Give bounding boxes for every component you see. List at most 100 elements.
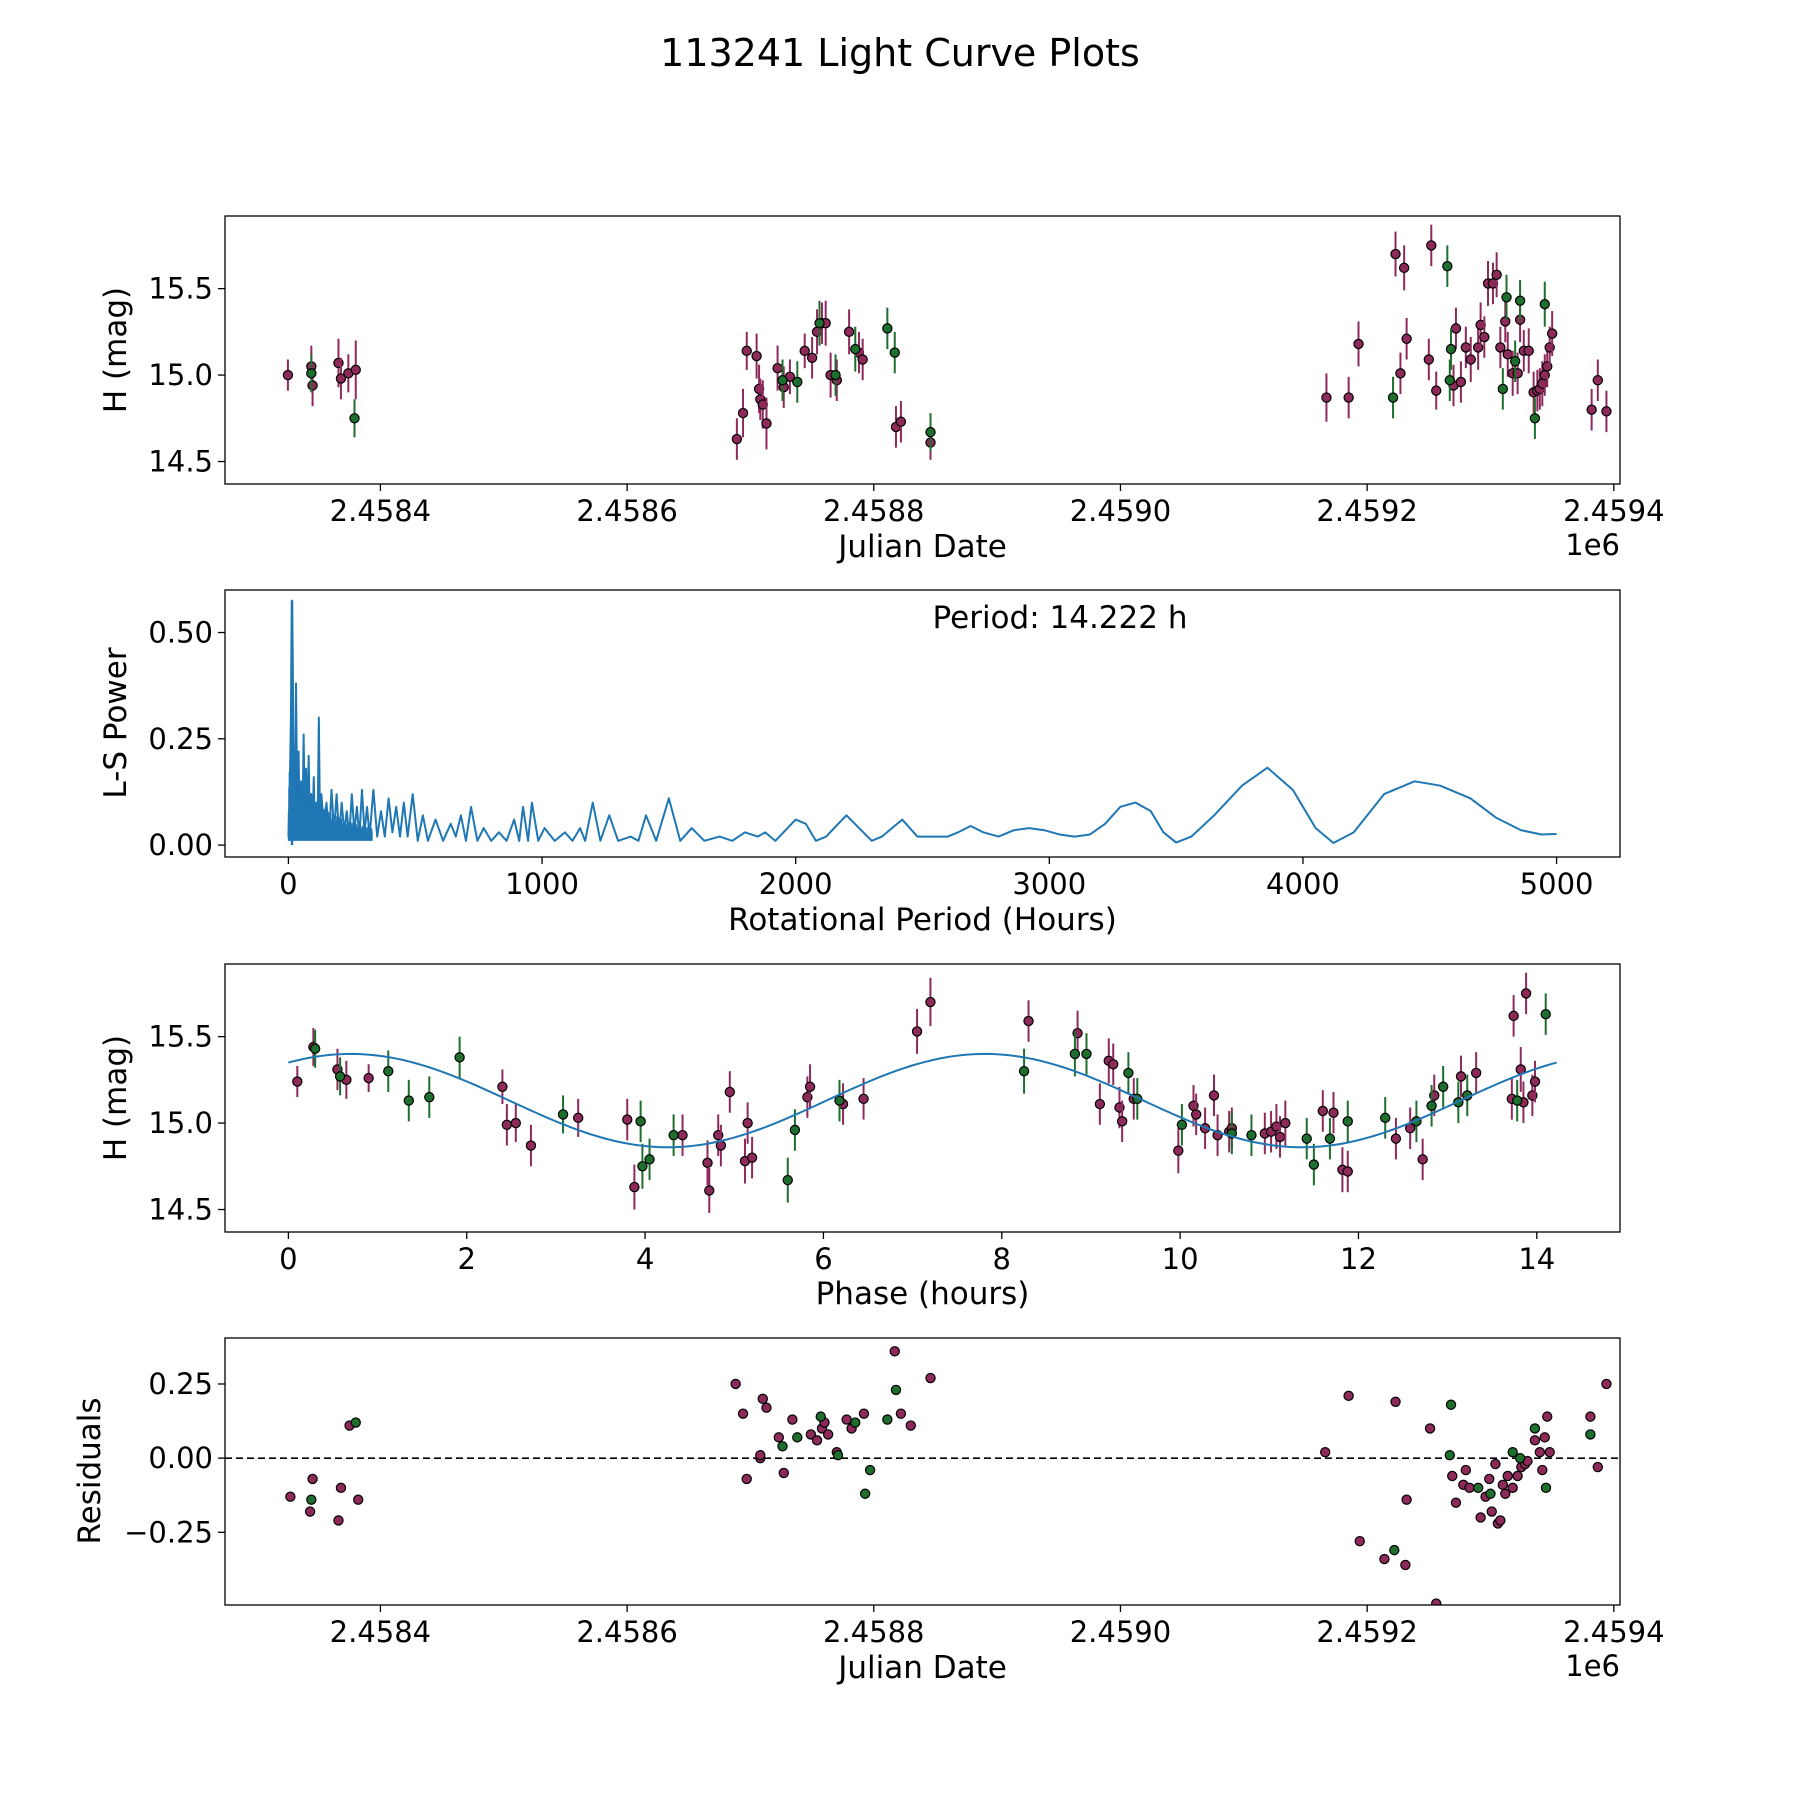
- periodogram-panel: 0 1000 2000 3000 4000 5000 0.00 0.25 0.50 Period…: [98, 589, 1621, 938]
- data-point: [677, 1129, 688, 1141]
- data-point: [334, 1071, 346, 1082]
- data-point: [1529, 1076, 1541, 1087]
- data-point: [804, 1081, 816, 1092]
- data-point: [510, 1117, 521, 1129]
- residuals-y-label: Residuals: [72, 1397, 108, 1544]
- data-point: [1497, 1479, 1509, 1491]
- data-point: [304, 1506, 316, 1517]
- data-point: [1497, 383, 1509, 395]
- data-point: [1495, 1515, 1506, 1526]
- data-point: [1424, 1423, 1436, 1434]
- periodogram-line: [287, 599, 1557, 844]
- data-point: [1540, 1008, 1551, 1020]
- data-point: [1442, 260, 1453, 272]
- data-point: [1324, 1133, 1336, 1144]
- data-point: [742, 1117, 753, 1129]
- data-point: [782, 1174, 793, 1186]
- data-point: [622, 1114, 633, 1125]
- data-point: [761, 418, 772, 429]
- figure-title: 113241 Light Curve Plots: [660, 31, 1140, 75]
- data-point: [737, 1408, 749, 1419]
- x-tick-label: 2.4584: [330, 1615, 431, 1649]
- data-point: [1507, 1447, 1518, 1458]
- data-point: [911, 1026, 923, 1037]
- data-point: [1426, 1100, 1437, 1111]
- data-point: [1401, 333, 1412, 344]
- data-point: [1317, 1105, 1328, 1117]
- data-point: [629, 1181, 640, 1193]
- data-point: [1500, 1488, 1511, 1499]
- lightcurve-x-label: Julian Date: [836, 529, 1007, 565]
- data-point: [1529, 413, 1541, 424]
- data-point: [905, 1420, 916, 1431]
- data-point: [1018, 1065, 1030, 1077]
- data-point: [850, 1417, 861, 1428]
- x-tick-label: 2.4594: [1563, 494, 1664, 528]
- data-point: [1546, 328, 1558, 339]
- phased-ticks: 0 2 4 6 8 10 12 14 14.5 15.0 15.5: [148, 1020, 1555, 1276]
- data-point: [1445, 343, 1457, 355]
- data-point: [1601, 1378, 1612, 1390]
- data-point: [741, 1473, 752, 1485]
- data-point: [282, 369, 294, 381]
- data-point: [1537, 1464, 1548, 1476]
- data-point: [1485, 1488, 1496, 1499]
- data-point: [1173, 1145, 1184, 1156]
- data-point: [1444, 375, 1455, 386]
- data-point: [814, 318, 825, 329]
- data-point: [778, 1467, 789, 1479]
- x-tick-label: 2.4584: [330, 494, 431, 528]
- y-tick-label: 15.0: [148, 1106, 213, 1140]
- data-point: [353, 1494, 364, 1505]
- y-tick-label: 15.5: [148, 1020, 213, 1054]
- data-point: [1586, 404, 1597, 415]
- data-point: [307, 1473, 318, 1485]
- data-point: [1464, 1482, 1475, 1494]
- data-point: [724, 1086, 736, 1098]
- data-point: [1534, 1447, 1546, 1458]
- data-point: [1592, 375, 1603, 386]
- data-point: [746, 1152, 758, 1163]
- model-curve: [288, 1052, 1557, 1149]
- data-point: [1380, 1112, 1391, 1124]
- data-point: [1514, 1452, 1526, 1464]
- data-point: [637, 1161, 648, 1172]
- data-point: [1426, 240, 1437, 251]
- x-tick-label: 2.4594: [1563, 1615, 1664, 1649]
- residuals-ticks: 2.4584 2.4586 2.4588 2.4590 2.4592 2.4594 −0.2…: [124, 1367, 1664, 1649]
- x-tick-label: 1000: [505, 867, 579, 901]
- data-point: [1431, 1598, 1442, 1605]
- data-point: [1585, 1429, 1596, 1440]
- lightcurve-frame: [224, 215, 1621, 485]
- x-tick-label: 4: [636, 1242, 654, 1276]
- data-point: [1501, 292, 1512, 303]
- data-point: [363, 1072, 374, 1084]
- data-point: [1445, 1399, 1457, 1410]
- data-point: [1508, 1010, 1519, 1022]
- data-point: [501, 1119, 513, 1131]
- data-point: [1123, 1067, 1134, 1079]
- data-point: [1491, 269, 1502, 280]
- data-point: [1455, 1071, 1467, 1082]
- data-point: [834, 1095, 845, 1106]
- data-point: [335, 373, 347, 384]
- data-point: [1460, 342, 1472, 353]
- x-tick-label: 2.4586: [576, 494, 677, 528]
- data-point: [704, 1185, 715, 1196]
- y-tick-label: 0.25: [148, 1367, 213, 1401]
- data-point: [1450, 323, 1462, 334]
- data-point: [850, 343, 861, 355]
- data-point: [1271, 1121, 1282, 1132]
- data-point: [1400, 1559, 1411, 1571]
- data-point: [1353, 338, 1364, 350]
- x-tick-label: 6: [814, 1242, 832, 1276]
- data-point: [702, 1157, 713, 1169]
- data-point: [859, 1488, 871, 1499]
- data-point: [1246, 1129, 1257, 1141]
- periodogram-y-label: L-S Power: [98, 647, 134, 798]
- data-point: [1502, 1470, 1513, 1482]
- data-point: [1023, 1015, 1034, 1027]
- data-point: [333, 1515, 344, 1526]
- data-point: [822, 1429, 834, 1440]
